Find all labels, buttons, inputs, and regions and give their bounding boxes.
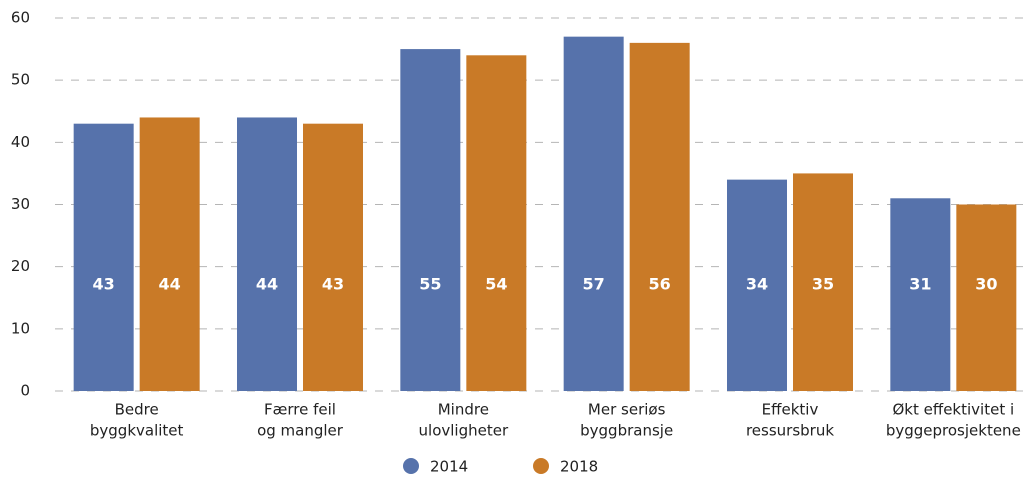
data-label: 55: [419, 275, 441, 294]
y-tick-label: 20: [11, 257, 30, 275]
x-tick-label: Mindre: [438, 401, 489, 419]
x-tick-label: Færre feil: [264, 401, 336, 419]
bar: [563, 36, 624, 392]
data-label: 57: [583, 275, 605, 294]
legend-swatch: [403, 458, 419, 474]
x-tick-label: byggkvalitet: [90, 422, 184, 440]
y-tick-label: 60: [11, 9, 30, 27]
bar: [303, 123, 363, 391]
y-tick-label: 10: [11, 319, 30, 337]
bar: [139, 117, 200, 391]
data-label: 44: [256, 275, 278, 294]
data-label: 34: [746, 275, 768, 294]
y-tick-label: 50: [11, 71, 30, 89]
x-tick-label: og mangler: [257, 422, 344, 440]
x-tick-label: ulovligheter: [419, 422, 509, 440]
bar: [890, 198, 951, 391]
bar: [793, 173, 853, 391]
bar: [73, 123, 134, 391]
data-label: 31: [909, 275, 931, 294]
x-tick-label: Bedre: [115, 401, 159, 419]
x-tick-label: byggbransje: [580, 422, 673, 440]
bar: [629, 42, 690, 391]
data-label: 56: [649, 275, 671, 294]
bar: [237, 117, 297, 391]
legend-swatch: [533, 458, 549, 474]
data-label: 43: [322, 275, 344, 294]
y-tick-label: 30: [11, 195, 30, 213]
x-tick-label: Effektiv: [762, 401, 819, 419]
x-tick-label: Mer seriøs: [588, 401, 666, 419]
x-tick-label: byggeprosjektene: [886, 422, 1021, 440]
x-tick-label: ressursbruk: [746, 422, 834, 440]
x-tick-label: Økt effektivitet i: [893, 401, 1015, 419]
data-label: 30: [975, 275, 997, 294]
bar: [400, 49, 461, 391]
bar: [727, 179, 787, 391]
legend-label: 2018: [560, 458, 598, 476]
data-label: 44: [159, 275, 181, 294]
y-tick-label: 0: [20, 382, 30, 400]
data-label: 43: [93, 275, 115, 294]
bar: [466, 55, 527, 392]
data-label: 54: [485, 275, 507, 294]
legend-label: 2014: [430, 458, 468, 476]
bar: [956, 204, 1017, 391]
data-label: 35: [812, 275, 834, 294]
y-tick-label: 40: [11, 133, 30, 151]
